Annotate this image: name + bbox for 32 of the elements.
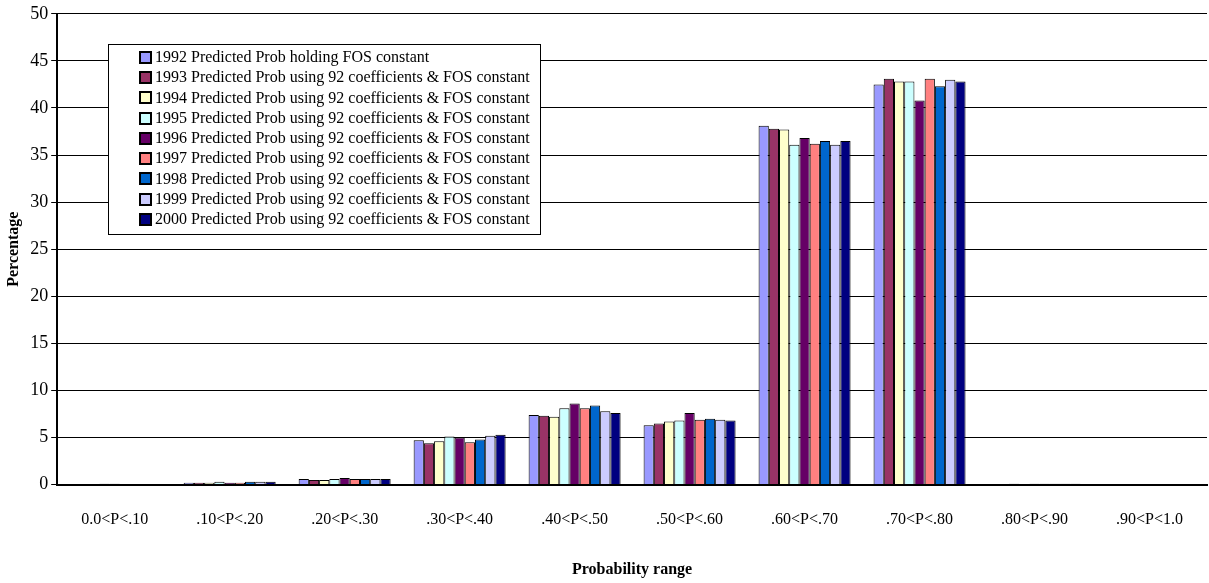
legend-label: 1999 Predicted Prob using 92 coefficients & FOS constant [155,189,530,210]
legend-label: 1993 Predicted Prob using 92 coefficients & FOS constant [155,67,530,88]
x-tick-label: .60<P<.70 [771,510,839,528]
legend-label: 1992 Predicted Prob holding FOS constant [155,47,430,68]
y-tick-label: 15 [30,332,49,353]
y-tick-label: 35 [30,143,49,164]
x-tick-label: .10<P<.20 [196,510,264,528]
x-tick-label: .40<P<.50 [541,510,609,528]
x-tick-label: .50<P<.60 [656,510,724,528]
y-tick-label: 10 [30,379,49,400]
y-tick-label: 20 [30,285,49,306]
legend-label: 1997 Predicted Prob using 92 coefficients & FOS constant [155,148,530,169]
legend-label: 1995 Predicted Prob using 92 coefficients & FOS constant [155,107,530,129]
x-tick-label: .30<P<.40 [426,510,494,528]
y-tick-label: 0 [39,473,49,494]
y-tick-label: 30 [30,190,49,211]
x-tick-label: .70<P<.80 [886,510,954,528]
legend-label: 1994 Predicted Prob using 92 coefficients & FOS constant [155,87,530,108]
y-tick-label: 25 [30,237,49,258]
x-axis-title: Probability range [572,559,693,578]
y-tick-label: 5 [39,426,49,447]
legend-label: 2000 Predicted Prob using 92 coefficients & FOS constant [155,209,530,230]
y-tick-label: 40 [30,96,49,117]
y-tick-label: 50 [30,2,49,23]
legend-label: 1998 Predicted Prob using 92 coefficients & FOS constant [155,168,530,190]
x-tick-label: .90<P<1.0 [1116,510,1183,528]
y-tick-label: 45 [30,49,49,70]
y-axis-title: Percentage [3,211,22,287]
x-tick-label: .80<P<.90 [1001,510,1069,528]
x-tick-label: .20<P<.30 [311,510,379,528]
x-tick-label: 0.0<P<.10 [81,510,149,528]
legend-label: 1996 Predicted Prob using 92 coefficients & FOS constant [155,128,530,149]
